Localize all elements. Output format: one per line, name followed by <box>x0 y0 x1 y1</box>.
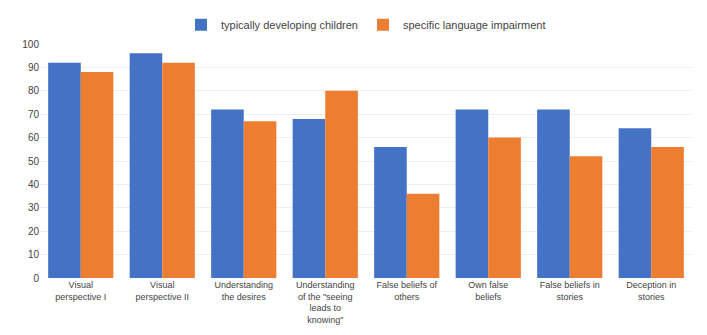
svg-text:False beliefs instories: False beliefs instories <box>540 280 600 302</box>
svg-text:Own falsebeliefs: Own falsebeliefs <box>468 280 508 302</box>
svg-text:20: 20 <box>28 226 40 237</box>
svg-text:90: 90 <box>28 62 40 73</box>
svg-text:30: 30 <box>28 202 40 213</box>
svg-text:80: 80 <box>28 85 40 96</box>
svg-text:60: 60 <box>28 132 40 143</box>
svg-text:0: 0 <box>33 273 39 284</box>
svg-text:Understandingthe desires: Understandingthe desires <box>214 280 273 302</box>
svg-text:specific language impairment: specific language impairment <box>403 19 545 31</box>
svg-text:40: 40 <box>28 179 40 190</box>
svg-text:False beliefs ofothers: False beliefs ofothers <box>376 280 437 302</box>
svg-text:Understandingof the "seeinglea: Understandingof the "seeingleads toknowi… <box>296 280 355 325</box>
svg-text:Deception instories: Deception instories <box>626 280 676 302</box>
svg-text:50: 50 <box>28 156 40 167</box>
svg-text:Visualperspective II: Visualperspective II <box>135 280 189 302</box>
svg-text:100: 100 <box>22 39 39 50</box>
svg-text:70: 70 <box>28 109 40 120</box>
svg-text:typically developing children: typically developing children <box>221 19 358 31</box>
svg-text:10: 10 <box>28 249 40 260</box>
svg-text:Visualperspective I: Visualperspective I <box>55 280 106 302</box>
